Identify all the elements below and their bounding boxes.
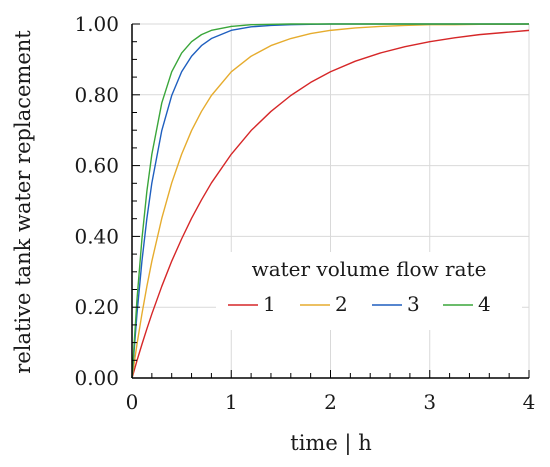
y-tick-label: 0.00 <box>74 366 119 390</box>
y-tick-label: 0.40 <box>74 224 119 248</box>
legend-label-3: 3 <box>407 292 420 316</box>
y-tick-label: 1.00 <box>74 12 119 36</box>
legend-title: water volume flow rate <box>252 257 487 281</box>
series-lines <box>131 23 530 379</box>
legend-label-2: 2 <box>335 292 348 316</box>
x-axis-title: time | h <box>290 431 371 456</box>
y-tick-label: 0.20 <box>74 295 119 319</box>
x-tick-label: 1 <box>225 390 238 414</box>
axes <box>131 23 530 379</box>
legend-label-1: 1 <box>263 292 276 316</box>
series-line-4 <box>131 23 529 379</box>
legend-label-4: 4 <box>478 292 491 316</box>
tick-labels: 0 1 2 3 4 0.00 0.20 0.40 0.60 0.80 1.00 <box>74 12 535 414</box>
y-tick-label: 0.60 <box>74 154 119 178</box>
series-line-1 <box>131 29 530 379</box>
legend-box <box>216 252 522 330</box>
legend-items: 1 2 3 4 <box>228 292 491 316</box>
legend: water volume flow rate 1 2 3 4 <box>216 252 522 330</box>
x-tick-label: 4 <box>523 390 536 414</box>
y-tick-label: 0.80 <box>74 83 119 107</box>
series-line-2 <box>131 23 530 379</box>
x-tick-label: 0 <box>126 390 139 414</box>
y-axis-title: relative tank water replacement <box>11 30 35 374</box>
x-tick-label: 3 <box>423 390 436 414</box>
x-tick-label: 2 <box>324 390 337 414</box>
